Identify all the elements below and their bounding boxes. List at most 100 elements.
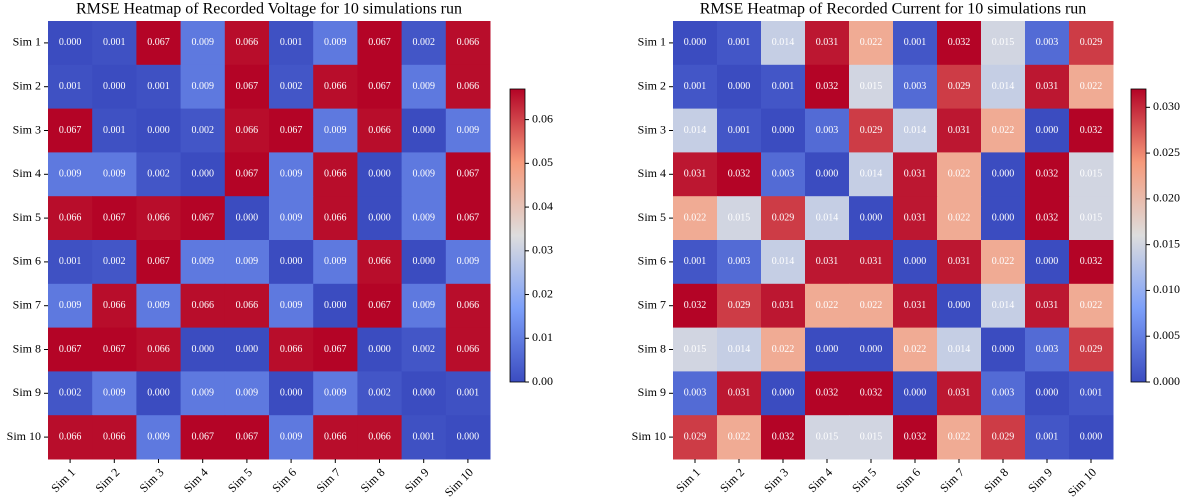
cell-label: 0.003 bbox=[772, 169, 795, 180]
heatmap-cell bbox=[269, 196, 314, 241]
cell-label: 0.031 bbox=[948, 256, 971, 267]
heatmap-cell bbox=[761, 283, 806, 329]
cell-label: 0.066 bbox=[59, 431, 82, 442]
heatmap-cell bbox=[401, 196, 447, 241]
cell-label: 0.001 bbox=[728, 37, 751, 48]
cell-label: 0.000 bbox=[948, 300, 971, 311]
cell-label: 0.029 bbox=[728, 300, 751, 311]
heatmap-cell bbox=[673, 415, 718, 460]
heatmap-cell bbox=[224, 21, 270, 66]
cell-label: 0.015 bbox=[860, 431, 883, 442]
cell-label: 0.032 bbox=[1036, 169, 1059, 180]
colorbar-tick-label: 0.04 bbox=[532, 199, 553, 213]
cell-label: 0.066 bbox=[457, 81, 480, 92]
cell-label: 0.001 bbox=[904, 37, 927, 48]
heatmap-cell bbox=[313, 108, 358, 153]
y-tick-label: Sim 2 bbox=[13, 78, 41, 92]
x-tick-label: Sim 9 bbox=[1025, 465, 1055, 495]
cell-label: 0.000 bbox=[59, 37, 82, 48]
cell-label: 0.029 bbox=[992, 431, 1015, 442]
cell-label: 0.022 bbox=[948, 169, 971, 180]
cell-label: 0.000 bbox=[904, 256, 927, 267]
heatmap-cell bbox=[313, 196, 358, 241]
cell-label: 0.032 bbox=[948, 37, 971, 48]
heatmap-cell bbox=[981, 108, 1026, 153]
cell-label: 0.000 bbox=[772, 388, 795, 399]
cell-label: 0.000 bbox=[816, 169, 839, 180]
heatmap-cell bbox=[92, 21, 137, 66]
heatmap-cell bbox=[48, 64, 93, 110]
heatmap-cell bbox=[180, 283, 226, 329]
x-tick-label: Sim 1 bbox=[673, 465, 703, 495]
cell-label: 0.002 bbox=[280, 81, 303, 92]
cell-label: 0.067 bbox=[324, 344, 347, 355]
heatmap-cell bbox=[136, 283, 182, 329]
cell-label: 0.031 bbox=[684, 169, 707, 180]
cell-label: 0.009 bbox=[191, 388, 214, 399]
y-tick-label: Sim 9 bbox=[638, 385, 666, 399]
cell-label: 0.000 bbox=[684, 37, 707, 48]
heatmap-cell bbox=[805, 64, 850, 110]
heatmap-cell bbox=[224, 415, 270, 460]
heatmap-cell bbox=[937, 64, 982, 110]
heatmap-cell bbox=[1069, 371, 1114, 416]
y-tick-label: Sim 8 bbox=[13, 341, 41, 355]
y-tick-label: Sim 4 bbox=[638, 166, 666, 180]
cell-label: 0.009 bbox=[280, 169, 303, 180]
heatmap-cell bbox=[805, 415, 850, 460]
cell-label: 0.029 bbox=[684, 431, 707, 442]
heatmap-cell bbox=[1069, 240, 1114, 285]
heatmap-cell bbox=[1025, 108, 1070, 153]
cell-label: 0.000 bbox=[191, 169, 214, 180]
heatmap-cell bbox=[1069, 415, 1114, 460]
heatmap-cell bbox=[48, 108, 93, 153]
heatmap-cell bbox=[717, 371, 762, 416]
heatmap-cell bbox=[48, 415, 93, 460]
cell-label: 0.022 bbox=[1080, 81, 1103, 92]
cell-label: 0.032 bbox=[1036, 212, 1059, 223]
colorbar-tick-label: 0.02 bbox=[532, 286, 553, 300]
cell-label: 0.009 bbox=[191, 37, 214, 48]
heatmap-cell bbox=[717, 108, 762, 153]
cell-label: 0.014 bbox=[816, 212, 839, 223]
cell-label: 0.000 bbox=[992, 344, 1015, 355]
cell-label: 0.031 bbox=[904, 300, 927, 311]
y-tick-label: Sim 10 bbox=[7, 429, 41, 443]
heatmap-cell bbox=[48, 371, 93, 416]
heatmap-cell bbox=[981, 152, 1026, 197]
heatmap-cell bbox=[981, 64, 1026, 110]
cell-label: 0.009 bbox=[412, 300, 435, 311]
cell-label: 0.066 bbox=[103, 431, 126, 442]
cell-label: 0.067 bbox=[147, 256, 170, 267]
heatmap-cell bbox=[445, 371, 491, 416]
heatmap-cell bbox=[313, 415, 358, 460]
cell-label: 0.022 bbox=[860, 300, 883, 311]
heatmap-cell bbox=[313, 371, 358, 416]
heatmap-cell bbox=[1025, 196, 1070, 241]
heatmap-cell bbox=[717, 64, 762, 110]
cell-label: 0.066 bbox=[103, 300, 126, 311]
heatmap-cell bbox=[981, 21, 1026, 66]
heatmap-cell bbox=[445, 283, 491, 329]
heatmap-cell bbox=[269, 64, 314, 110]
heatmap-cell bbox=[673, 152, 718, 197]
heatmap-cell bbox=[445, 415, 491, 460]
heatmap-cell bbox=[849, 283, 894, 329]
cell-label: 0.032 bbox=[772, 431, 795, 442]
cell-label: 0.014 bbox=[772, 256, 795, 267]
x-tick-label: Sim 7 bbox=[937, 465, 967, 495]
cell-label: 0.067 bbox=[457, 169, 480, 180]
heatmap-cell bbox=[937, 327, 982, 372]
cell-label: 0.009 bbox=[324, 388, 347, 399]
cell-label: 0.000 bbox=[324, 300, 347, 311]
heatmap-cell bbox=[224, 240, 270, 285]
cell-label: 0.001 bbox=[103, 37, 126, 48]
heatmap-cell bbox=[92, 371, 137, 416]
x-tick-label: Sim 3 bbox=[137, 465, 167, 495]
heatmap-cell bbox=[981, 415, 1026, 460]
cell-label: 0.032 bbox=[1080, 125, 1103, 136]
heatmap-cell bbox=[180, 64, 226, 110]
heatmap-cell bbox=[937, 21, 982, 66]
cell-label: 0.032 bbox=[728, 169, 751, 180]
cell-label: 0.022 bbox=[772, 344, 795, 355]
